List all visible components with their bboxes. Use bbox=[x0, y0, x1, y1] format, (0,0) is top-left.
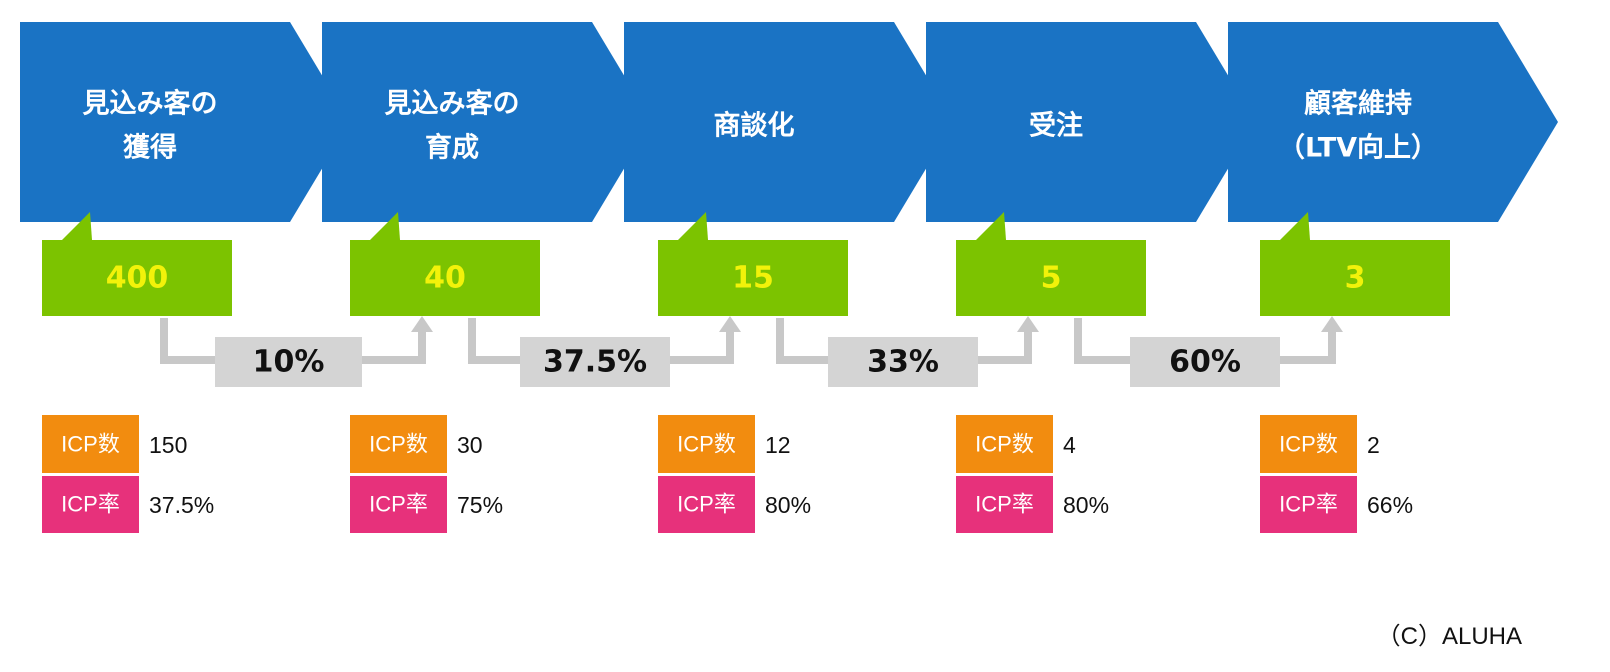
stage-label: 見込み客の bbox=[83, 88, 218, 120]
icp-count-tag bbox=[956, 415, 1053, 473]
icp-count-tag bbox=[350, 415, 447, 473]
stage-chevron bbox=[926, 22, 1256, 222]
icp-rate-value: 80% bbox=[765, 492, 811, 518]
icp-rate-value: 75% bbox=[457, 492, 503, 518]
stage-count: 3 bbox=[1345, 261, 1366, 296]
icp-count-tag-label: ICP数 bbox=[677, 432, 736, 457]
icp-count-tag-label: ICP数 bbox=[975, 432, 1034, 457]
count-callout-pointer bbox=[1280, 212, 1310, 240]
connector-arrowhead bbox=[1017, 316, 1039, 332]
icp-count-value: 2 bbox=[1367, 432, 1380, 458]
count-callout-pointer bbox=[678, 212, 708, 240]
stage-label: 育成 bbox=[425, 132, 479, 164]
count-callout-pointer bbox=[62, 212, 92, 240]
conversion-rate-box bbox=[1130, 337, 1280, 387]
count-box bbox=[956, 240, 1146, 316]
icp-count-value: 4 bbox=[1063, 432, 1076, 458]
stage-label: （LTV向上） bbox=[1278, 132, 1438, 164]
stage-chevron bbox=[20, 22, 350, 222]
icp-rate-tag-label: ICP率 bbox=[975, 492, 1034, 517]
icp-count-tag-label: ICP数 bbox=[1279, 432, 1338, 457]
icp-rate-value: 80% bbox=[1063, 492, 1109, 518]
stage-count: 400 bbox=[106, 261, 169, 296]
count-callout-pointer bbox=[976, 212, 1006, 240]
icp-rate-tag bbox=[658, 476, 755, 533]
icp-rate-value: 66% bbox=[1367, 492, 1413, 518]
icp-count-tag-label: ICP数 bbox=[369, 432, 428, 457]
icp-rate-tag-label: ICP率 bbox=[677, 492, 736, 517]
icp-rate-tag bbox=[1260, 476, 1357, 533]
icp-rate-tag-label: ICP率 bbox=[369, 492, 428, 517]
conversion-rate-value: 37.5% bbox=[543, 345, 647, 380]
count-callout-pointer bbox=[370, 212, 400, 240]
icp-count-tag bbox=[42, 415, 139, 473]
icp-rate-tag-label: ICP率 bbox=[1279, 492, 1338, 517]
connector-arrowhead bbox=[719, 316, 741, 332]
icp-count-tag-label: ICP数 bbox=[61, 432, 120, 457]
conversion-rate-value: 10% bbox=[253, 345, 325, 380]
icp-count-tag bbox=[1260, 415, 1357, 473]
count-box bbox=[658, 240, 848, 316]
count-box bbox=[42, 240, 232, 316]
connector-arrowhead bbox=[411, 316, 433, 332]
stage-count: 5 bbox=[1041, 261, 1062, 296]
icp-rate-tag bbox=[956, 476, 1053, 533]
conversion-rate-box bbox=[520, 337, 670, 387]
icp-count-value: 150 bbox=[149, 432, 187, 458]
icp-count-tag bbox=[658, 415, 755, 473]
stage-label: 獲得 bbox=[123, 133, 177, 164]
stage-chevron bbox=[322, 22, 652, 222]
stage-count: 15 bbox=[732, 261, 774, 296]
stage-chevron bbox=[624, 22, 954, 222]
stage-count: 40 bbox=[424, 261, 466, 296]
count-box bbox=[1260, 240, 1450, 316]
icp-count-value: 12 bbox=[765, 432, 791, 458]
count-box bbox=[350, 240, 540, 316]
icp-rate-tag-label: ICP率 bbox=[61, 492, 120, 517]
stage-label: 商談化 bbox=[714, 110, 795, 142]
connector-arrowhead bbox=[1321, 316, 1343, 332]
icp-count-value: 30 bbox=[457, 432, 483, 458]
stage-chevron bbox=[1228, 22, 1558, 222]
copyright: （C）ALUHA bbox=[1376, 623, 1522, 650]
icp-rate-tag bbox=[350, 476, 447, 533]
conversion-rate-value: 33% bbox=[867, 345, 939, 380]
stage-label: 受注 bbox=[1029, 110, 1083, 142]
icp-rate-tag bbox=[42, 476, 139, 533]
stage-label: 見込み客の bbox=[385, 88, 520, 120]
conversion-rate-value: 60% bbox=[1169, 345, 1241, 380]
stage-label: 顧客維持 bbox=[1304, 88, 1412, 120]
icp-rate-value: 37.5% bbox=[149, 492, 214, 518]
conversion-rate-box bbox=[215, 337, 362, 387]
conversion-rate-box bbox=[828, 337, 978, 387]
